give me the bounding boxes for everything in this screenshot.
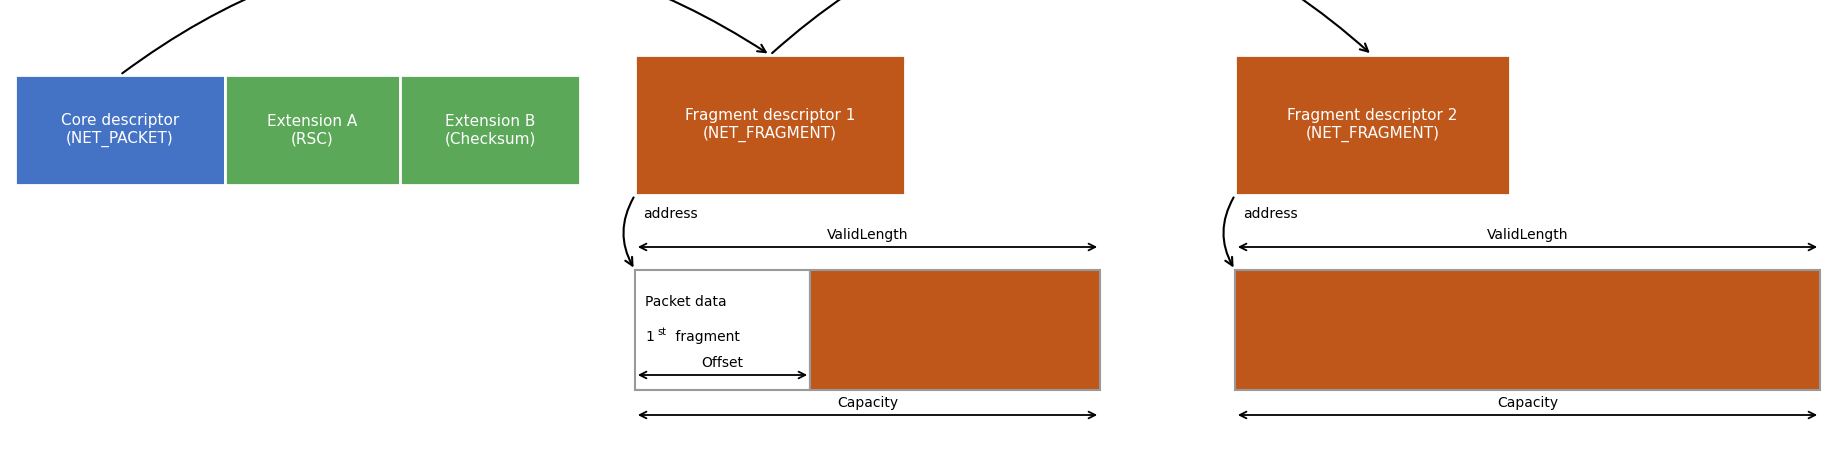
Text: Capacity: Capacity — [837, 396, 897, 410]
Text: fragment: fragment — [671, 330, 739, 344]
Bar — [809, 270, 1100, 390]
Text: address: address — [1243, 207, 1296, 221]
Text: ValidLength: ValidLength — [1486, 228, 1567, 242]
Text: Core descriptor
(NET_PACKET): Core descriptor (NET_PACKET) — [61, 113, 178, 147]
Text: st: st — [657, 327, 666, 337]
Bar — [634, 270, 809, 390]
Text: Capacity: Capacity — [1497, 396, 1558, 410]
Text: Extension A
(RSC): Extension A (RSC) — [267, 114, 357, 146]
Text: 1: 1 — [645, 330, 653, 344]
Bar — [15, 75, 224, 185]
Bar — [1234, 55, 1510, 195]
Text: Fragment descriptor 2
(NET_FRAGMENT): Fragment descriptor 2 (NET_FRAGMENT) — [1287, 108, 1456, 142]
Bar — [1234, 270, 1819, 390]
Bar — [399, 75, 579, 185]
Text: ValidLength: ValidLength — [826, 228, 908, 242]
Text: address: address — [642, 207, 697, 221]
Text: Extension B
(Checksum): Extension B (Checksum) — [443, 114, 535, 146]
Bar — [634, 55, 905, 195]
Bar — [224, 75, 399, 185]
Text: Fragment descriptor 1
(NET_FRAGMENT): Fragment descriptor 1 (NET_FRAGMENT) — [684, 108, 855, 142]
Text: Offset: Offset — [701, 356, 743, 370]
Text: Packet data: Packet data — [645, 295, 726, 309]
